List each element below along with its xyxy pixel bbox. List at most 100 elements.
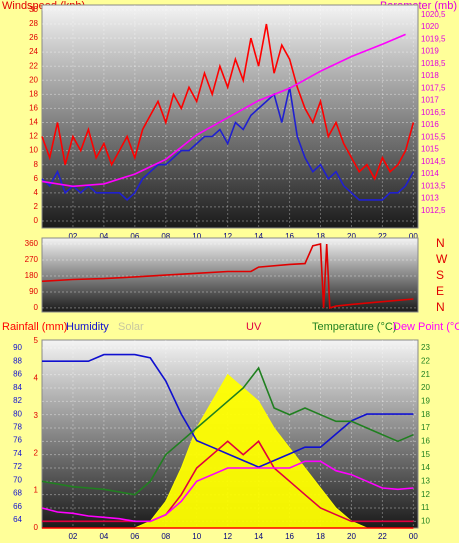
y-tick-label: 84 bbox=[13, 383, 22, 392]
series-label: Temperature (°C) bbox=[312, 321, 396, 333]
y2-tick-label: N bbox=[436, 236, 445, 250]
y2-tick-label: 1016 bbox=[421, 120, 439, 129]
y-tick-label: 180 bbox=[25, 271, 39, 280]
y-tick-label: 22 bbox=[29, 61, 38, 70]
y2-tick-label: 12 bbox=[421, 490, 430, 499]
y-tick-label: 8 bbox=[34, 160, 39, 169]
y2-tick-label: 17 bbox=[421, 423, 430, 432]
y-tick-label: 360 bbox=[25, 239, 39, 248]
x-tick-label: 12 bbox=[223, 532, 232, 541]
y-tick-label: 0 bbox=[34, 303, 39, 312]
x-tick-label: 20 bbox=[347, 232, 356, 241]
y2-tick-label: 23 bbox=[421, 343, 430, 352]
x-tick-label: 00 bbox=[409, 232, 418, 241]
y-tick-label: 76 bbox=[13, 436, 22, 445]
y-tick-label: 0 bbox=[34, 216, 39, 225]
series-label: UV bbox=[246, 321, 262, 333]
y-tick-label: 30 bbox=[29, 5, 38, 14]
y3-tick-label: 2 bbox=[34, 448, 39, 457]
y2-tick-label: 1014,5 bbox=[421, 157, 446, 166]
y2-tick-label: 13 bbox=[421, 476, 430, 485]
series-label: Humidity bbox=[66, 321, 109, 333]
y2-tick-label: 1017 bbox=[421, 96, 439, 105]
plot-area bbox=[41, 237, 419, 313]
y-tick-label: 20 bbox=[29, 75, 38, 84]
y2-tick-label: 1015 bbox=[421, 145, 439, 154]
x-tick-label: 10 bbox=[192, 232, 201, 241]
y2-tick-label: N bbox=[436, 300, 445, 314]
x-tick-label: 18 bbox=[316, 232, 325, 241]
x-tick-label: 08 bbox=[161, 232, 170, 241]
y-tick-label: 88 bbox=[13, 356, 22, 365]
y-tick-label: 28 bbox=[29, 19, 38, 28]
y-tick-label: 6 bbox=[34, 174, 39, 183]
series-label: Dew Point (°C) bbox=[393, 321, 459, 333]
y-tick-label: 10 bbox=[29, 146, 38, 155]
x-tick-label: 14 bbox=[254, 532, 263, 541]
y2-tick-label: 1015,5 bbox=[421, 132, 446, 141]
x-tick-label: 16 bbox=[285, 532, 294, 541]
y-tick-label: 4 bbox=[34, 188, 39, 197]
y3-tick-label: 4 bbox=[34, 374, 39, 383]
y2-tick-label: 15 bbox=[421, 450, 430, 459]
x-tick-label: 06 bbox=[130, 232, 139, 241]
y3-tick-label: 3 bbox=[34, 411, 39, 420]
x-tick-label: 16 bbox=[285, 232, 294, 241]
y-tick-label: 270 bbox=[25, 255, 39, 264]
y-tick-label: 82 bbox=[13, 396, 22, 405]
y-tick-label: 12 bbox=[29, 132, 38, 141]
y-tick-label: 26 bbox=[29, 33, 38, 42]
line bbox=[41, 460, 414, 523]
x-tick-label: 10 bbox=[192, 532, 201, 541]
y2-tick-label: 1018 bbox=[421, 71, 439, 80]
y-tick-label: 78 bbox=[13, 422, 22, 431]
y-tick-label: 68 bbox=[13, 489, 22, 498]
y-tick-label: 2 bbox=[34, 202, 39, 211]
y2-tick-label: 1019,5 bbox=[421, 34, 446, 43]
y3-tick-label: 5 bbox=[34, 336, 39, 345]
y-tick-label: 86 bbox=[13, 370, 22, 379]
x-tick-label: 20 bbox=[347, 532, 356, 541]
y2-tick-label: 10 bbox=[421, 516, 430, 525]
y-tick-label: 72 bbox=[13, 462, 22, 471]
x-tick-label: 02 bbox=[68, 232, 77, 241]
y-tick-label: 18 bbox=[29, 89, 38, 98]
y2-tick-label: 18 bbox=[421, 410, 430, 419]
y-tick-label: 90 bbox=[13, 343, 22, 352]
y2-tick-label: S bbox=[436, 268, 444, 282]
y-tick-label: 16 bbox=[29, 104, 38, 113]
y2-tick-label: 16 bbox=[421, 436, 430, 445]
y3-tick-label: 1 bbox=[34, 486, 39, 495]
series-label: Rainfall (mm) bbox=[2, 321, 67, 333]
x-tick-label: 12 bbox=[223, 232, 232, 241]
y2-tick-label: 1013,5 bbox=[421, 181, 446, 190]
y-tick-label: 24 bbox=[29, 47, 38, 56]
x-tick-label: 18 bbox=[316, 532, 325, 541]
y2-tick-label: 1014 bbox=[421, 169, 439, 178]
x-tick-label: 04 bbox=[99, 232, 108, 241]
line bbox=[41, 366, 414, 496]
y-tick-label: 66 bbox=[13, 502, 22, 511]
y2-tick-label: 1020 bbox=[421, 22, 439, 31]
y2-tick-label: 22 bbox=[421, 356, 430, 365]
x-tick-label: 22 bbox=[378, 232, 387, 241]
y-tick-label: 64 bbox=[13, 515, 22, 524]
y2-tick-label: 1018,5 bbox=[421, 59, 446, 68]
y-tick-label: 80 bbox=[13, 409, 22, 418]
x-tick-label: 00 bbox=[409, 532, 418, 541]
x-tick-label: 06 bbox=[130, 532, 139, 541]
x-tick-label: 22 bbox=[378, 532, 387, 541]
line bbox=[41, 33, 406, 188]
y2-tick-label: 1013 bbox=[421, 194, 439, 203]
y2-tick-label: 19 bbox=[421, 396, 430, 405]
y2-tick-label: W bbox=[436, 252, 448, 266]
y2-tick-label: E bbox=[436, 284, 444, 298]
y2-tick-label: 1017,5 bbox=[421, 83, 446, 92]
y-tick-label: 90 bbox=[29, 287, 38, 296]
y2-tick-label: 1012,5 bbox=[421, 206, 446, 215]
y2-tick-label: 21 bbox=[421, 370, 430, 379]
line bbox=[41, 23, 415, 181]
line bbox=[41, 243, 414, 309]
x-tick-label: 08 bbox=[161, 532, 170, 541]
